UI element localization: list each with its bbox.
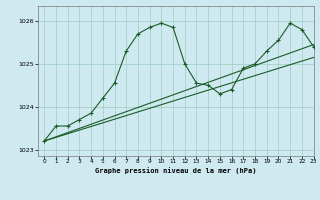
X-axis label: Graphe pression niveau de la mer (hPa): Graphe pression niveau de la mer (hPa) [95, 167, 257, 174]
